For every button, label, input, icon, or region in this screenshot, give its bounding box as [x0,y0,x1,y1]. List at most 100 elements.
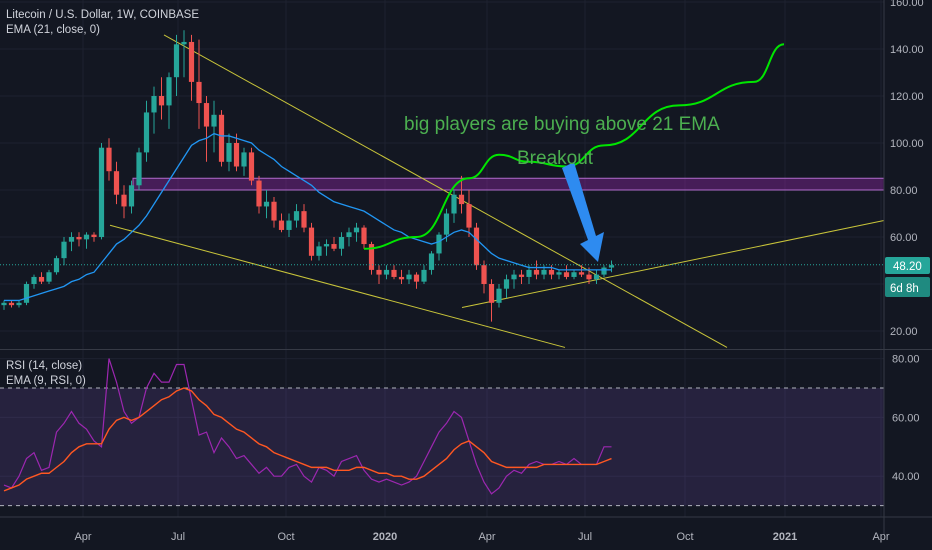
candle-body [113,171,120,195]
rsi-label: RSI (14, close) [6,360,83,372]
candle-body [91,234,97,237]
x-tick-label: Jul [171,531,185,543]
candle-body [106,147,112,172]
candle-body [443,213,450,235]
candle-body [83,234,90,240]
candle-body [368,244,375,270]
rsi-levels [0,387,884,507]
candle-body [263,201,270,207]
arrow-icon [562,162,604,262]
candle-body [548,269,555,275]
candle-body [353,227,360,233]
trendline-support [461,220,885,308]
candle-body [293,211,300,221]
candle-body [226,143,232,162]
rsi-y-ticks: 40.00 60.00 80.00 [892,354,920,484]
candle-body [151,96,157,113]
countdown-badge-value: 6d 8h [890,283,919,295]
candle-body [98,147,105,237]
candle-body [286,220,292,230]
candle-body [46,272,52,282]
resistance-zone [132,177,885,191]
y-tick-label: 60.00 [890,232,918,244]
x-ticks: Apr Jul Oct 2020 Apr Jul Oct 2021 Apr [74,531,889,543]
price-axis-bg [884,0,932,550]
x-tick-label: Oct [676,531,693,543]
candle-body [173,44,180,78]
candle-body [211,114,217,127]
candle-body [233,143,240,167]
candle-body [601,267,607,275]
chart-title: Litecoin / U.S. Dollar, 1W, COINBASE [6,9,200,21]
candle-body [241,152,247,167]
candle-body [203,103,210,127]
trendlines [109,34,885,348]
candle-body [608,265,615,268]
rsi-line [3,358,612,495]
rsi-y-tick-label: 40.00 [892,471,920,483]
y-tick-label: 100.00 [890,138,924,150]
candle-body [518,274,525,277]
candle-body [61,241,67,259]
candle-body [571,272,577,277]
candle-body [466,204,472,228]
candle-body [436,234,442,254]
candle-body [1,302,7,306]
candle-body [338,237,345,249]
trendline-lower [109,224,566,348]
candle-body [38,276,45,282]
candle-body [331,244,337,249]
candle-body [23,284,30,303]
y-tick-label: 120.00 [890,91,924,103]
rsi-y-tick-label: 60.00 [892,412,920,424]
candle-body [376,269,382,275]
candle-body [586,274,592,280]
candle-body [496,288,502,303]
candle-body [406,274,412,280]
candle-body [271,201,277,221]
annotation-buying: big players are buying above 21 EMA [404,114,720,135]
candle-body [53,258,60,273]
ema-line [4,132,612,302]
candle-body [593,274,600,280]
candle-body [158,96,165,106]
candle-body [391,269,397,277]
x-tick-label: 2020 [373,531,397,543]
candle-body [301,211,307,228]
candle-body [578,272,585,275]
candle-body [503,279,510,289]
candle-body [383,269,390,275]
candle-body [196,81,202,104]
candle-body [488,284,495,303]
y-tick-label: 160.00 [890,0,924,9]
breakout-arrow [562,162,604,262]
y-tick-label: 140.00 [890,44,924,56]
price-badge: 48.20 [885,257,930,274]
ema-legend: EMA (21, close, 0) [6,24,100,36]
rsi-ema-line [3,387,612,492]
candle-body [533,269,540,275]
candle-body [481,265,487,284]
projection-curve [363,43,785,250]
candle-body [128,185,135,207]
candle-body [136,152,142,186]
candle-body [256,180,262,207]
candle-body [143,112,150,153]
candle-body [511,274,517,280]
y-tick-label: 80.00 [890,185,918,197]
candle-body [361,227,367,245]
candle-body [451,194,457,214]
rsi-band [0,388,884,506]
candle-body [76,237,82,240]
price-badge-value: 48.20 [893,261,922,273]
candle-body [16,302,22,306]
x-tick-label: Oct [277,531,294,543]
candle-body [188,41,195,82]
rsi-ema-label: EMA (9, RSI, 0) [6,375,86,387]
candle-body [473,227,480,266]
candle-body [398,276,405,280]
candle-body [413,274,420,282]
candle-body [308,227,315,256]
candle-body [428,253,435,270]
